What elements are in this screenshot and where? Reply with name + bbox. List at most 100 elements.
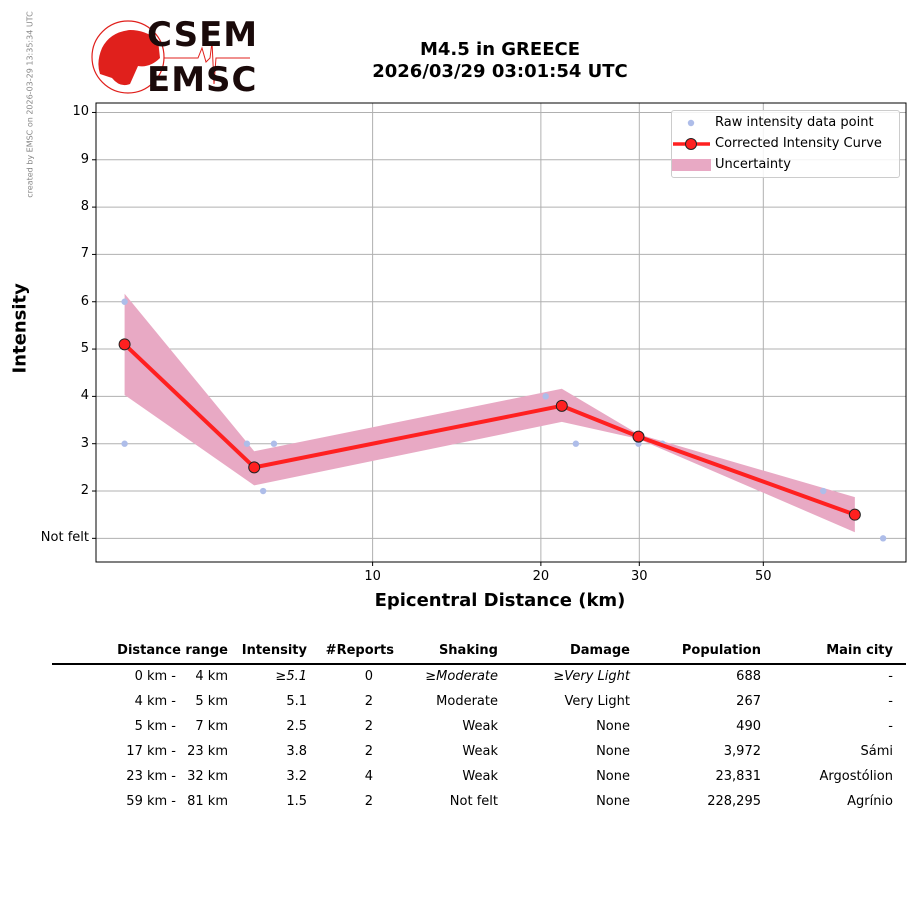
x-tick-label: 50 — [755, 569, 772, 584]
table-cell-damage: ≥Very Light — [553, 669, 630, 684]
table-cell-city: Argostólion — [819, 769, 893, 784]
corrected-curve-point — [848, 508, 861, 521]
table-cell-population: 267 — [736, 694, 761, 709]
table-cell-reports: 2 — [364, 694, 373, 709]
table-cell-to: 23 km — [187, 744, 228, 759]
table-cell-city: - — [888, 694, 893, 709]
table-cell-city: - — [888, 719, 893, 734]
raw-data-point — [121, 298, 128, 305]
table-header: Shaking — [438, 643, 498, 658]
legend-label-curve: Corrected Intensity Curve — [715, 136, 882, 151]
title-event: M4.5 in GREECE — [419, 39, 581, 60]
globe-icon — [91, 20, 250, 94]
table-header: Distance range — [117, 643, 228, 658]
legend-label-band: Uncertainty — [715, 157, 791, 172]
table-cell-intensity: 1.5 — [286, 794, 307, 809]
raw-data-point — [820, 487, 827, 495]
table-cell-shaking: ≥Moderate — [425, 669, 498, 684]
table-cell-shaking: Not felt — [449, 794, 498, 809]
table-cell-city: Sámi — [860, 744, 894, 759]
table-cell-intensity: 5.1 — [286, 694, 307, 709]
table-cell-population: 490 — [736, 719, 761, 734]
table-cell-city: Agrínio — [847, 794, 893, 809]
x-tick-label: 30 — [631, 569, 648, 584]
uncertainty-band — [124, 293, 855, 533]
y-tick-label: 9 — [80, 151, 89, 167]
y-tick-label: 10 — [72, 104, 89, 120]
corrected-curve-point — [248, 461, 261, 474]
table-cell-damage: None — [596, 719, 630, 734]
table-cell-reports: 4 — [364, 769, 373, 784]
x-axis-label: Epicentral Distance (km) — [374, 590, 626, 611]
chart-title: M4.5 in GREECE 2026/03/29 03:01:54 UTC — [300, 39, 700, 83]
table-cell-shaking: Moderate — [436, 694, 498, 709]
legend-raw-marker — [687, 119, 695, 127]
table-header: #Reports — [325, 643, 394, 658]
table-cell-damage: Very Light — [564, 694, 631, 709]
table-cell-damage: None — [596, 744, 630, 759]
table-cell-to: 32 km — [187, 769, 228, 784]
corrected-curve-point — [118, 338, 131, 351]
raw-data-point — [243, 440, 251, 447]
table-cell-to: 81 km — [187, 794, 228, 809]
table-cell-reports: 0 — [364, 669, 373, 684]
table-cell-from: 23 km - — [126, 769, 176, 784]
table-cell-reports: 2 — [364, 794, 373, 809]
table-header: Intensity — [241, 643, 307, 658]
y-tick-label: 2 — [80, 483, 89, 499]
table-cell-to: 4 km — [195, 669, 228, 684]
table-cell-population: 23,831 — [715, 769, 762, 784]
table-cell-population: 688 — [736, 669, 761, 684]
table-cell-city: - — [888, 669, 893, 684]
table-cell-shaking: Weak — [462, 744, 498, 759]
table-cell-from: 0 km - — [134, 669, 176, 684]
table-cell-intensity: 2.5 — [286, 719, 307, 734]
table-cell-damage: None — [596, 769, 630, 784]
corrected-curve-point — [632, 430, 645, 443]
y-tick-label: 7 — [80, 246, 89, 262]
table-cell-shaking: Weak — [462, 769, 498, 784]
plot-frame — [95, 102, 907, 563]
table-cell-to: 5 km — [195, 694, 228, 709]
x-tick-label: 10 — [364, 569, 381, 584]
raw-data-point — [879, 535, 887, 542]
table-cell-damage: None — [596, 794, 630, 809]
tick-labels: Not felt 2 3 4 5 6 7 8 9 10 10 20 30 50 — [40, 104, 772, 584]
y-tick-label: 3 — [80, 435, 89, 451]
table-header: Main city — [826, 643, 893, 658]
y-tick-label: 8 — [80, 199, 89, 215]
table-cell-population: 228,295 — [707, 794, 761, 809]
table-cell-intensity: ≥5.1 — [275, 669, 307, 684]
table-header: Population — [681, 643, 761, 658]
raw-data-point — [542, 393, 549, 400]
corrected-curve-point — [555, 399, 568, 412]
y-tick-label: 6 — [80, 293, 89, 309]
raw-data-point — [259, 487, 267, 495]
raw-data-point — [572, 440, 580, 447]
raw-data-point — [270, 440, 278, 447]
table-cell-from: 17 km - — [126, 744, 176, 759]
legend-label-raw: Raw intensity data point — [715, 115, 874, 130]
logo-text-top: CSEM — [147, 15, 259, 55]
table-cell-intensity: 3.8 — [286, 744, 307, 759]
table-cell-reports: 2 — [364, 719, 373, 734]
table-cell-to: 7 km — [195, 719, 228, 734]
legend-curve-marker — [685, 138, 697, 150]
y-tick-label: 5 — [80, 341, 89, 357]
y-tick-label: Not felt — [40, 530, 89, 546]
emsc-logo: CSEM EMSC — [90, 18, 260, 98]
table-cell-from: 59 km - — [126, 794, 176, 809]
x-tick-label: 20 — [532, 569, 550, 584]
table-cell-intensity: 3.2 — [286, 769, 307, 784]
table-header-rule — [52, 663, 906, 665]
table-cell-from: 5 km - — [134, 719, 176, 734]
table-cell-from: 4 km - — [134, 694, 176, 709]
table-cell-shaking: Weak — [462, 719, 498, 734]
table-header: Damage — [569, 643, 630, 658]
logo-text-bottom: EMSC — [147, 60, 258, 100]
legend: Raw intensity data point Corrected Inten… — [671, 110, 900, 178]
y-tick-label: 4 — [80, 388, 89, 404]
table-cell-reports: 2 — [364, 744, 373, 759]
